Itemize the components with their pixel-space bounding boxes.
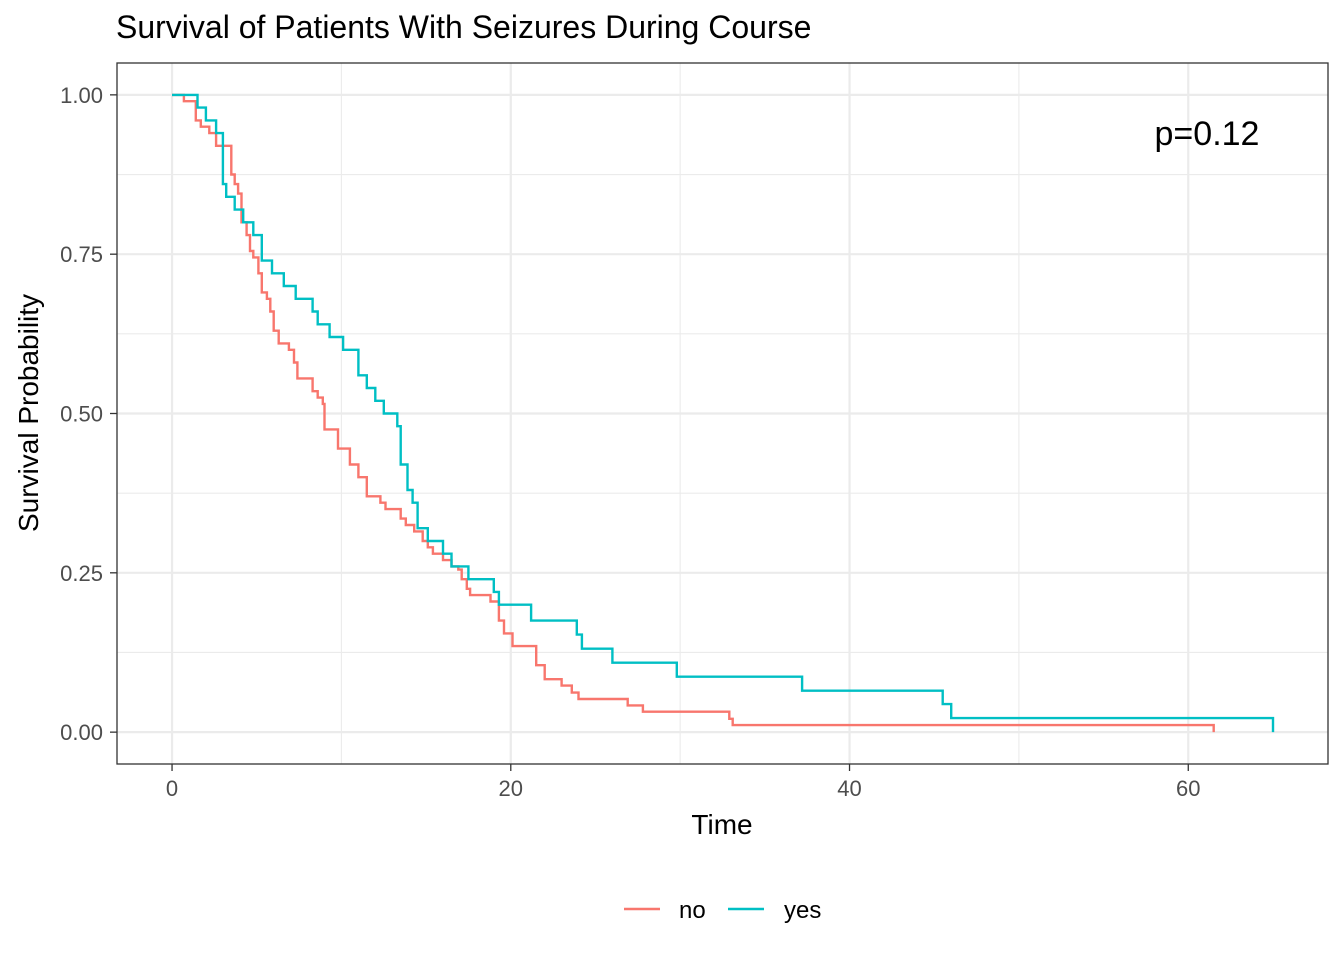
legend-label-no: no — [679, 897, 706, 924]
x-tick-label: 20 — [499, 776, 523, 801]
x-tick-label: 0 — [166, 776, 178, 801]
x-tick-label: 60 — [1176, 776, 1200, 801]
chart-title: Survival of Patients With Seizures Durin… — [116, 9, 811, 45]
series-line-yes — [172, 93, 1275, 733]
y-tick-label: 1.00 — [60, 83, 103, 108]
y-axis-title: Survival Probability — [13, 294, 44, 532]
legend: no yes — [624, 897, 821, 924]
y-tick-label: 0.25 — [60, 561, 103, 586]
y-tick-label: 0.00 — [60, 720, 103, 745]
y-tick-label: 0.75 — [60, 242, 103, 267]
legend-label-yes: yes — [784, 897, 821, 924]
series-layer — [172, 93, 1275, 733]
axis-ticks: 0 20 40 60 0.00 0.25 0.50 0.75 1.00 — [60, 83, 1200, 801]
x-tick-label: 40 — [837, 776, 861, 801]
grid-lines — [117, 63, 1328, 764]
p-value-annotation: p=0.12 — [1155, 115, 1260, 153]
y-tick-label: 0.50 — [60, 402, 103, 427]
x-axis-title: Time — [691, 809, 752, 840]
